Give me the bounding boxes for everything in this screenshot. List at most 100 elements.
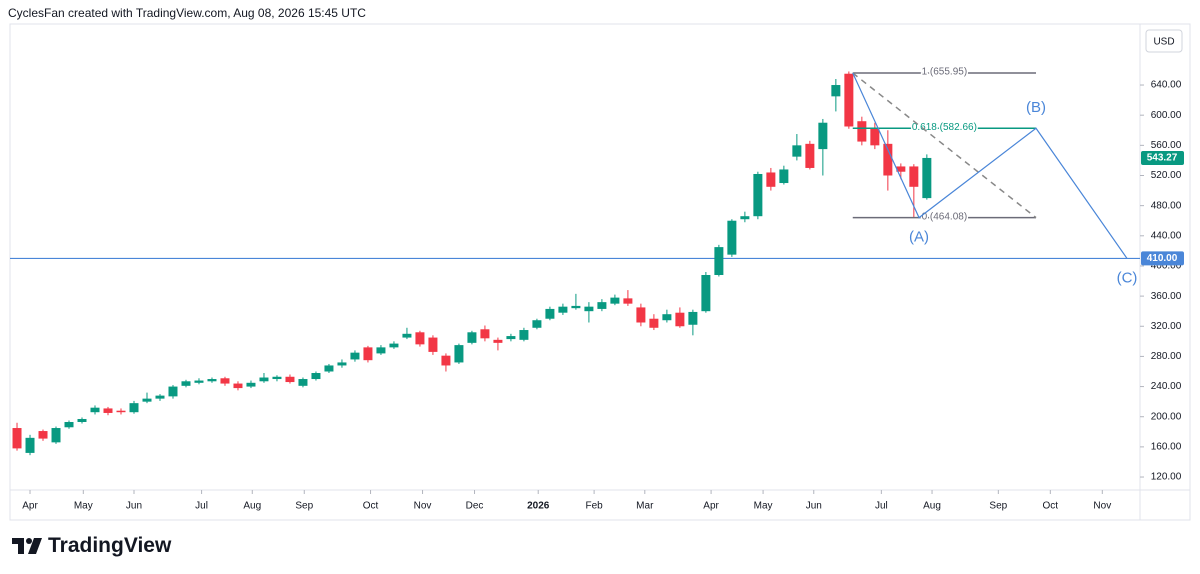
candle-body [662, 314, 672, 321]
y-tick-label: 240.00 [1151, 381, 1182, 392]
candle-body [181, 381, 191, 386]
candle-body [766, 172, 776, 187]
candle-body [714, 247, 724, 276]
candle-body [337, 362, 347, 366]
brand-text: TradingView [48, 534, 172, 557]
candle-body [272, 376, 282, 380]
candle-body [818, 122, 828, 150]
candle-body [402, 333, 412, 338]
candle-body [12, 428, 22, 449]
price-tag-label: 410.00 [1147, 253, 1178, 264]
candle-body [545, 308, 555, 319]
candle-body [844, 73, 854, 127]
candle-body [883, 143, 893, 176]
candle-body [623, 298, 633, 304]
x-tick-label: Oct [363, 501, 379, 512]
candle-body [896, 166, 906, 172]
candle-body [727, 220, 737, 255]
candle-body [909, 166, 919, 187]
candle-body [493, 339, 503, 343]
y-tick-label: 280.00 [1151, 351, 1182, 362]
x-tick-label: Mar [636, 501, 654, 512]
candle-body [376, 347, 386, 354]
candle-body [519, 330, 529, 340]
candle-body [129, 403, 139, 413]
y-tick-label: 480.00 [1151, 200, 1182, 211]
candle-body [64, 422, 74, 428]
wave-label: (C) [1117, 269, 1138, 286]
y-tick-label: 560.00 [1151, 140, 1182, 151]
candle-body [649, 318, 659, 328]
wave-path [852, 72, 1128, 259]
x-tick-label: Sep [989, 501, 1007, 512]
candle-body [805, 143, 815, 168]
candle-body [506, 336, 516, 340]
x-tick-label: Aug [243, 501, 261, 512]
candle-body [168, 386, 178, 397]
x-tick-label: May [754, 501, 773, 512]
chart-frame [9, 23, 1191, 521]
price-tag-label: 543.27 [1147, 153, 1178, 164]
currency: USD [1153, 37, 1174, 48]
y-tick-label: 520.00 [1151, 170, 1182, 181]
candle-body [51, 428, 61, 443]
y-tick-label: 320.00 [1151, 321, 1182, 332]
candle-body [610, 297, 620, 304]
x-tick-label: Nov [414, 501, 432, 512]
fib-label: 0 (464.08) [922, 211, 968, 222]
x-tick-label: Jun [806, 501, 822, 512]
currency-button[interactable] [1145, 29, 1183, 53]
candle-body [155, 395, 165, 399]
x-tick-label: Dec [466, 501, 484, 512]
wave-label: (A) [909, 229, 929, 246]
candle-body [441, 355, 451, 366]
candle-body [584, 306, 594, 312]
candle-body [688, 311, 698, 325]
y-tick-label: 640.00 [1151, 80, 1182, 91]
fib-label: 0.618 (582.66) [912, 122, 977, 133]
x-tick-label: Nov [1093, 501, 1111, 512]
logo-icon [12, 538, 42, 554]
candle-body [142, 398, 152, 402]
candle-body [701, 275, 711, 312]
candle-body [454, 345, 464, 363]
x-tick-label: 2026 [527, 501, 550, 512]
candle-body [740, 216, 750, 220]
candle-body [220, 378, 230, 384]
candle-body [311, 373, 321, 380]
candle-body [480, 329, 490, 339]
candle-body [363, 347, 373, 361]
price-tag [1141, 150, 1184, 165]
fib-label: 1 (655.95) [922, 67, 968, 78]
x-tick-label: Apr [703, 501, 719, 512]
x-tick-label: Sep [295, 501, 313, 512]
candle-body [636, 307, 646, 323]
price-tag [1141, 251, 1184, 266]
candle-body [350, 352, 360, 360]
brand: TradingView [12, 534, 171, 558]
candle-body [77, 418, 87, 423]
x-tick-label: Jun [126, 501, 142, 512]
y-tick-label: 400.00 [1151, 261, 1182, 272]
candle-body [246, 382, 256, 387]
candle-body [753, 173, 763, 217]
candle-body [38, 431, 48, 439]
candle-body [532, 320, 542, 328]
y-tick-label: 600.00 [1151, 110, 1182, 121]
x-tick-label: Feb [585, 501, 603, 512]
candle-body [285, 376, 295, 383]
candle-body [259, 377, 269, 382]
candle-body [558, 306, 568, 313]
x-tick-label: Jul [195, 501, 208, 512]
y-tick-label: 360.00 [1151, 291, 1182, 302]
candle-body [922, 157, 932, 199]
candle-body [831, 85, 841, 97]
candle-body [298, 379, 308, 386]
candle-body [467, 332, 477, 343]
y-tick-label: 160.00 [1151, 442, 1182, 453]
x-tick-label: Aug [923, 501, 941, 512]
fib-trend [852, 72, 1037, 219]
x-tick-label: May [74, 501, 93, 512]
